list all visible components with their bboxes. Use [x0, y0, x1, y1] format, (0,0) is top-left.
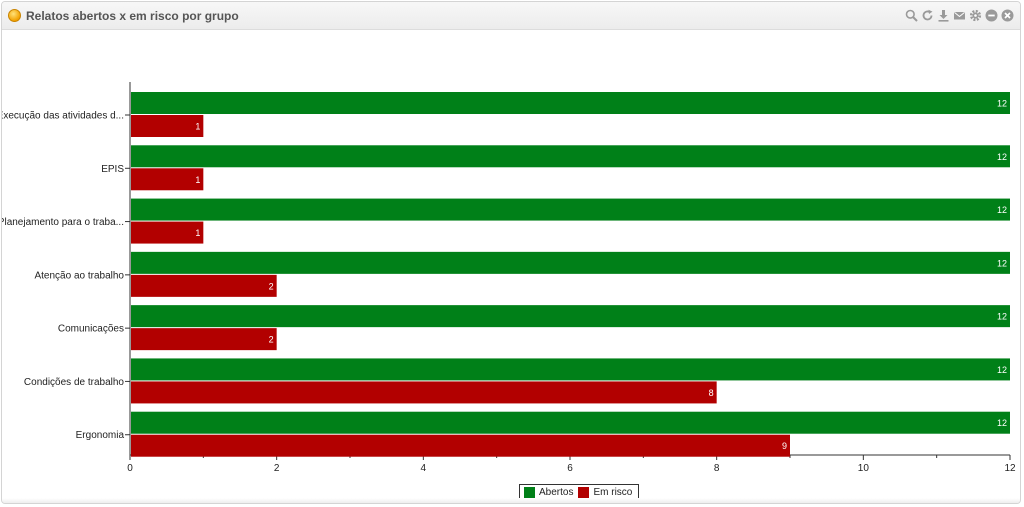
data-label: 12: [997, 152, 1007, 162]
refresh-icon[interactable]: [921, 8, 934, 22]
bar-em-risco: [131, 274, 277, 297]
data-label: 2: [269, 335, 274, 345]
x-tick-label: 2: [274, 463, 280, 474]
x-tick-label: 12: [1004, 463, 1016, 474]
y-tick-label: Comunicações: [58, 324, 124, 335]
data-label: 12: [997, 418, 1007, 428]
data-label: 9: [782, 441, 787, 451]
bar-abertos: [131, 305, 1010, 328]
data-label: 12: [997, 365, 1007, 375]
legend-item-em-risco[interactable]: Em risco: [578, 487, 632, 498]
legend-item-abertos[interactable]: Abertos: [524, 487, 573, 498]
bar-em-risco: [131, 115, 204, 137]
x-tick-label: 10: [858, 463, 870, 474]
bar-em-risco: [131, 434, 790, 457]
download-icon[interactable]: [937, 8, 950, 22]
data-label: 1: [195, 228, 200, 238]
y-tick-label: Condições de trabalho: [24, 377, 125, 388]
search-icon[interactable]: [905, 8, 918, 22]
bar-em-risco: [131, 168, 204, 191]
legend-swatch-abertos: [524, 487, 535, 498]
window-bottom-edge: [2, 498, 1020, 503]
y-tick-label: Execução das atividades d...: [2, 111, 124, 122]
legend-swatch-em-risco: [578, 487, 590, 498]
bar-abertos: [131, 92, 1010, 114]
data-label: 12: [997, 99, 1007, 109]
y-tick-label: Ergonomia: [76, 430, 125, 441]
bar-em-risco: [131, 381, 717, 404]
x-tick-label: 0: [127, 463, 133, 474]
y-tick-label: Atenção ao trabalho: [34, 270, 124, 281]
bar-em-risco: [131, 221, 204, 244]
data-label: 1: [195, 122, 200, 132]
y-tick-label: EPIS: [101, 164, 124, 175]
x-tick-label: 6: [567, 463, 573, 474]
email-icon[interactable]: [953, 8, 966, 22]
toolbar: [905, 8, 1014, 22]
bar-abertos: [131, 251, 1010, 274]
legend-label-em-risco: Em risco: [593, 487, 633, 498]
x-tick-label: 4: [421, 463, 427, 474]
data-label: 12: [997, 205, 1007, 215]
data-label: 12: [997, 312, 1007, 322]
minimize-icon[interactable]: [985, 8, 998, 22]
data-label: 8: [709, 388, 714, 398]
title-bar: Relatos abertos x em risco por grupo: [2, 2, 1020, 30]
data-label: 1: [195, 175, 200, 185]
window-title: Relatos abertos x em risco por grupo: [26, 9, 239, 23]
data-label: 12: [997, 258, 1007, 268]
close-icon[interactable]: [1001, 8, 1014, 22]
app-icon: [8, 9, 21, 22]
bar-abertos: [131, 145, 1010, 168]
gear-icon[interactable]: [969, 8, 982, 22]
bar-abertos: [131, 198, 1010, 221]
bar-abertos: [131, 411, 1010, 434]
x-tick-label: 8: [714, 463, 720, 474]
legend-label-abertos: Abertos: [539, 487, 574, 498]
data-label: 2: [269, 281, 274, 291]
y-tick-label: Planejamento para o traba...: [2, 217, 124, 228]
bar-abertos: [131, 358, 1010, 381]
bar-em-risco: [131, 328, 277, 351]
